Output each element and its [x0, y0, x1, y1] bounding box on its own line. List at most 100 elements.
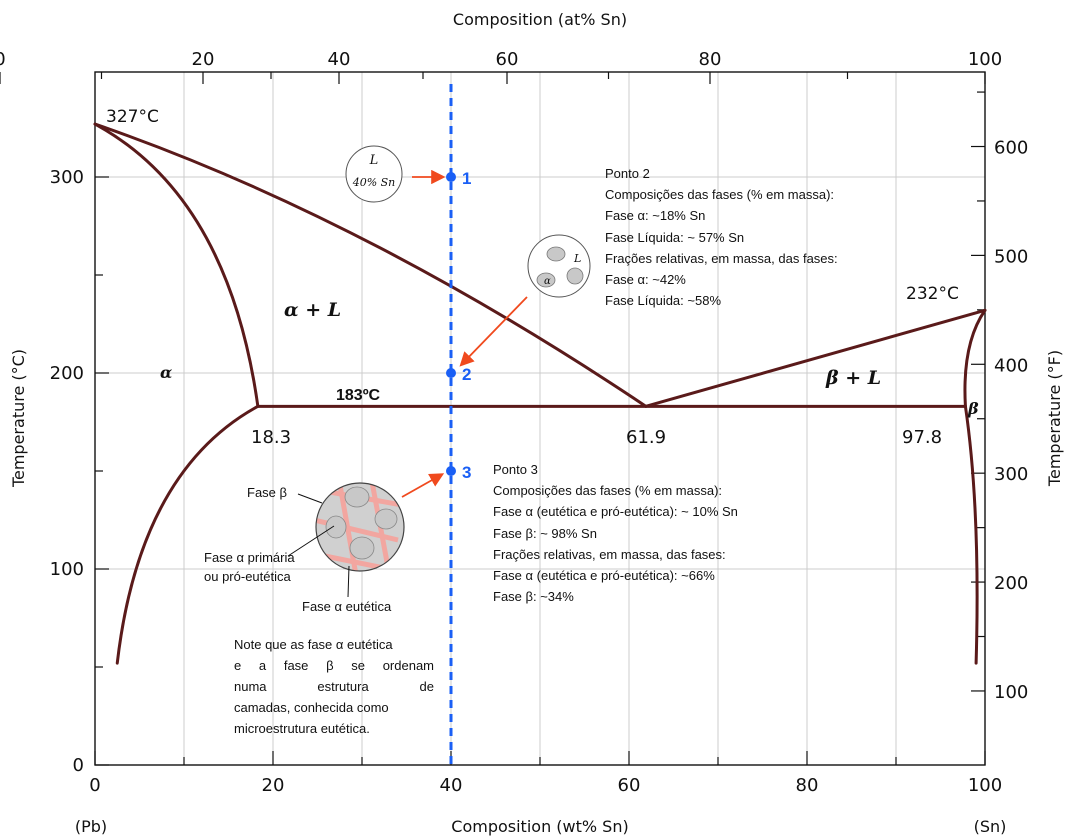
x-tick-label: 60 — [618, 775, 641, 796]
note-line: Note que as fase α eutética — [234, 637, 393, 652]
region-label-alpha: α — [160, 363, 172, 382]
eutectic-lamella — [330, 578, 400, 590]
x-tick-label: 0 — [89, 775, 100, 796]
ponto-2-line: Fase Líquida: ~ 57% Sn — [605, 229, 745, 245]
chart-labels: 327°C 232°C 183ºC 18.3 61.9 97.8 α + L β + L α β — [106, 107, 979, 448]
y-tick-label: 100 — [50, 559, 84, 580]
alpha-particle — [536, 272, 556, 288]
composition-label-61-9: 61.9 — [626, 427, 666, 448]
label-primary-alpha-2: ou pró-eutética — [204, 569, 291, 584]
label-fase-beta: Fase β — [247, 485, 287, 500]
y-tick-label: 0 — [73, 755, 84, 776]
ponto-3-line: Fase α (eutética e pró-eutética): ~ 10% … — [493, 504, 738, 520]
x-tick-label: 80 — [796, 775, 819, 796]
arrow-point-3 — [401, 473, 445, 498]
point-marker — [446, 466, 456, 476]
microstructure-3-structure — [316, 483, 404, 590]
label-eutectic-alpha: Fase α eutética — [302, 599, 392, 614]
x-tick-label: 20 — [262, 775, 285, 796]
temperature-label-232: 232°C — [906, 284, 959, 304]
note-line: numa estrutura de — [234, 679, 434, 694]
top-tick-label: 40 — [328, 49, 351, 70]
ponto-2-title: Ponto 2 — [605, 166, 650, 181]
end-label-pb: (Pb) — [75, 817, 107, 836]
ponto-3-line: Frações relativas, em massa, das fases: — [493, 546, 726, 562]
eutectic-note: Note que as fase α eutética e a fase β s… — [234, 634, 434, 739]
composition-label-97-8: 97.8 — [902, 427, 942, 448]
microstructure-1-phase: L — [369, 153, 379, 168]
liquidus-right-line — [644, 308, 987, 408]
x-tick-label: 40 — [440, 775, 463, 796]
solvus-alpha-line — [115, 404, 260, 665]
ponto-2-line: Composições das fases (% em massa): — [605, 187, 835, 203]
pointer-beta — [297, 493, 323, 504]
x-tick-label: 100 — [968, 775, 1002, 796]
note-line: microestrutura eutética. — [234, 721, 370, 736]
top-tick-label: 80 — [699, 49, 722, 70]
note-line: e a fase β se ordenam — [234, 658, 434, 673]
microstructure-2-liquid: L — [573, 252, 581, 265]
note-line: camadas, conhecida como — [234, 700, 389, 715]
point-label: 1 — [462, 169, 471, 188]
phase-curves — [93, 122, 987, 665]
x-axis-label-top: Composition (at% Sn) — [453, 10, 627, 29]
temperature-label-183: 183ºC — [336, 387, 381, 404]
primary-alpha-grain — [344, 486, 370, 508]
alpha-particle — [546, 246, 566, 262]
top-tick-label: 60 — [496, 49, 519, 70]
y-tick-label: 200 — [50, 363, 84, 384]
ponto-2-annotation: Ponto 2 Composições das fases (% em mass… — [605, 163, 838, 311]
y-axis-label-left: Temperature (°C) — [9, 349, 28, 488]
x-axis-label-bottom: Composition (wt% Sn) — [451, 817, 628, 836]
composition-label-18-3: 18.3 — [251, 427, 291, 448]
y-axis-label-right: Temperature (°F) — [1045, 350, 1064, 487]
region-label-alpha-plus-l: α + L — [284, 299, 341, 321]
ponto-3-title: Ponto 3 — [493, 462, 538, 477]
pointer-eutectic-alpha — [347, 565, 350, 598]
ponto-2-line: Fase Líquida: ~58% — [605, 293, 721, 309]
ponto-3-annotation: Ponto 3 Composições das fases (% em mass… — [493, 459, 738, 607]
ponto-3-line: Fase β: ~34% — [493, 589, 574, 605]
ponto-2-line: Fase α: ~18% Sn — [605, 208, 706, 224]
right-tick-label: 400 — [994, 355, 1028, 376]
right-tick-label: 300 — [994, 464, 1028, 485]
ponto-3-line: Fase α (eutética e pró-eutética): ~66% — [493, 568, 715, 584]
region-label-beta: β — [967, 399, 979, 418]
microstructure-3-outline — [315, 482, 405, 572]
point-label: 3 — [462, 463, 471, 482]
end-label-sn: (Sn) — [974, 817, 1007, 836]
right-tick-label: 200 — [994, 573, 1028, 594]
arrow-point-2 — [459, 296, 528, 367]
solidus-beta-line — [963, 308, 987, 408]
point-label: 2 — [462, 365, 471, 384]
solvus-beta-line — [963, 404, 979, 665]
ponto-2-line: Frações relativas, em massa, das fases: — [605, 250, 838, 266]
temperature-label-327: 327°C — [106, 107, 159, 127]
right-tick-label: 500 — [994, 246, 1028, 267]
alpha-particle — [566, 267, 584, 285]
ponto-3-line: Fase β: ~ 98% Sn — [493, 525, 597, 541]
point-marker — [446, 368, 456, 378]
liquidus-left-line — [93, 122, 648, 408]
microstructures: L 40% Sn Lα Fase β Fase α primária ou pró-eut… — [204, 145, 591, 614]
microstructure-2-alpha: α — [544, 276, 551, 287]
top-tick-label: 20 — [192, 49, 215, 70]
right-tick-label: 100 — [994, 682, 1028, 703]
ponto-2-line: Fase α: ~42% — [605, 272, 686, 288]
top-tick-label: 100 — [968, 49, 1002, 70]
microstructure-1-circle — [345, 145, 403, 203]
point-marker — [446, 172, 456, 182]
y-tick-label: 300 — [50, 167, 84, 188]
solidus-alpha-line — [93, 122, 260, 408]
ponto-3-line: Composições das fases (% em massa): — [493, 483, 723, 499]
primary-alpha-grain — [325, 515, 347, 539]
eutectic-lamella — [337, 484, 359, 571]
primary-alpha-grain — [374, 508, 398, 530]
microstructure-1-composition: 40% Sn — [352, 176, 396, 189]
overlay-line-and-points: 1 2 3 — [401, 84, 528, 765]
top-tick-label: 0 — [0, 49, 6, 70]
primary-alpha-grain — [349, 536, 375, 560]
